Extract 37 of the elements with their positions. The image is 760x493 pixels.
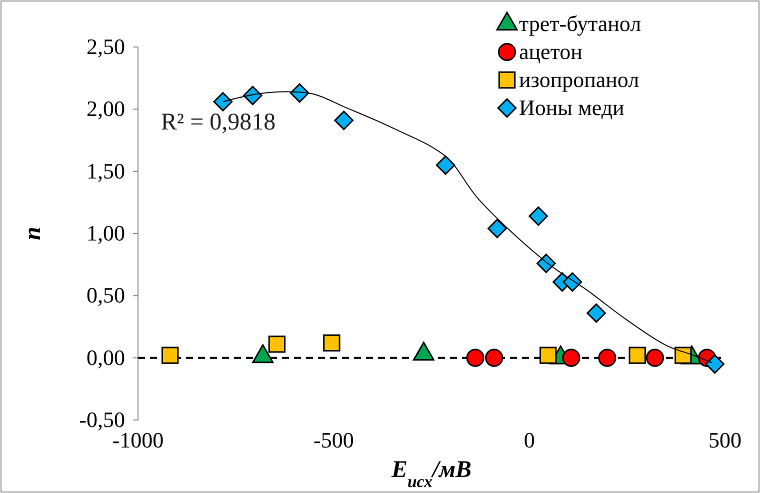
point [334, 110, 354, 130]
x-axis-title: E$_{исх}$/мВ [390, 457, 472, 490]
point [436, 155, 456, 175]
y-tick-label: 2,50 [86, 34, 125, 60]
point [540, 346, 557, 364]
point [646, 348, 664, 367]
point [242, 86, 262, 106]
annotation: R² = 0,9818 [160, 110, 276, 136]
y-tick-label: 0,00 [86, 344, 125, 370]
point [562, 348, 580, 367]
y-tick-label: 0,50 [86, 282, 125, 308]
legend-label: изопропанол [519, 67, 640, 92]
point [323, 334, 340, 352]
y-axis-title: n [20, 226, 46, 240]
y-tick-label: 1,50 [86, 158, 125, 184]
point [528, 206, 548, 226]
point [674, 346, 692, 364]
y-tick-label: 2,00 [86, 96, 125, 122]
point [562, 272, 582, 292]
point [488, 218, 507, 238]
point [586, 303, 606, 323]
point [536, 254, 556, 274]
point [268, 336, 286, 353]
legend-label: трет-бутанол [519, 11, 642, 36]
legend-label: Ионы меди [519, 95, 625, 120]
point [628, 346, 646, 364]
y-tick-label: 1,00 [86, 220, 125, 246]
x-tick-label: 0 [524, 428, 535, 453]
point [598, 348, 616, 367]
legend-label: ацетон [519, 39, 583, 64]
x-tick-label: 500 [708, 428, 742, 453]
point [466, 348, 484, 367]
point [213, 92, 233, 112]
point [705, 354, 724, 374]
point [162, 346, 179, 364]
point [485, 348, 504, 367]
x-tick-label: -500 [314, 428, 354, 453]
